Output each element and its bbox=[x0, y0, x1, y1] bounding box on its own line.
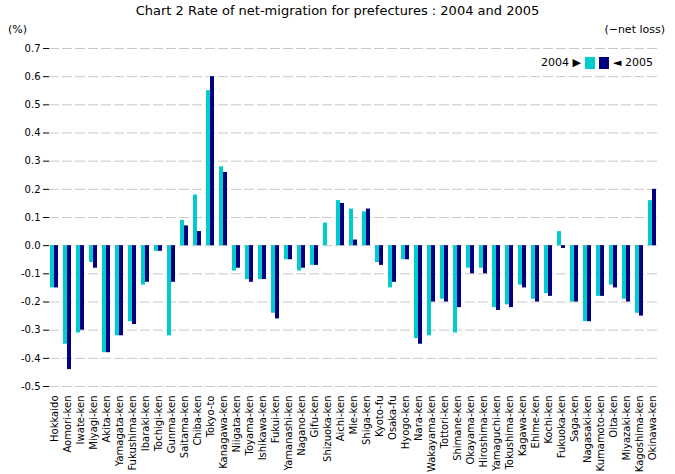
svg-text:Wakayama-ken: Wakayama-ken bbox=[426, 396, 437, 473]
svg-text:0.0: 0.0 bbox=[25, 240, 41, 251]
svg-text:Oita-ken: Oita-ken bbox=[608, 396, 619, 438]
svg-text:Tokushima-ken: Tokushima-ken bbox=[504, 396, 515, 471]
svg-text:Tochigi-ken: Tochigi-ken bbox=[153, 396, 164, 453]
svg-text:Iwate-ken: Iwate-ken bbox=[75, 396, 86, 445]
svg-text:Nagano-ken: Nagano-ken bbox=[296, 396, 307, 456]
svg-text:Kochi-ken: Kochi-ken bbox=[543, 396, 554, 444]
svg-text:Saitama-ken: Saitama-ken bbox=[179, 396, 190, 459]
svg-text:Akita-ken: Akita-ken bbox=[101, 396, 112, 443]
svg-text:Kanagawa-ken: Kanagawa-ken bbox=[218, 396, 229, 469]
svg-text:Chiba-ken: Chiba-ken bbox=[192, 396, 203, 446]
svg-text:Hokkaido: Hokkaido bbox=[49, 396, 60, 442]
html-text:(−net loss): (−net loss) bbox=[604, 23, 665, 36]
svg-text:Toyama-ken: Toyama-ken bbox=[244, 396, 255, 457]
svg-text:-0.3: -0.3 bbox=[21, 324, 41, 335]
svg-text:Kagoshima-ken: Kagoshima-ken bbox=[634, 396, 645, 473]
svg-text:Fukushima-ken: Fukushima-ken bbox=[127, 396, 138, 471]
svg-text:Shimane-ken: Shimane-ken bbox=[452, 396, 463, 461]
svg-text:Ibaraki-ken: Ibaraki-ken bbox=[140, 396, 151, 452]
svg-text:0.7: 0.7 bbox=[25, 43, 41, 54]
svg-text:-0.2: -0.2 bbox=[21, 296, 41, 307]
svg-text:Hyogo-ken: Hyogo-ken bbox=[400, 396, 411, 450]
svg-text:0.5: 0.5 bbox=[25, 99, 41, 110]
html-text:Chart 2 Rate of net-migration: Chart 2 Rate of net-migration for prefec… bbox=[135, 3, 540, 18]
html-text:◄ 2005: ◄ 2005 bbox=[613, 56, 653, 69]
svg-text:Aomori-ken: Aomori-ken bbox=[62, 396, 73, 453]
svg-text:-0.5: -0.5 bbox=[21, 381, 41, 392]
svg-text:Kumamoto-ken: Kumamoto-ken bbox=[595, 396, 606, 472]
svg-text:Kagawa-ken: Kagawa-ken bbox=[517, 396, 528, 457]
svg-text:Kyoto-fu: Kyoto-fu bbox=[374, 396, 385, 438]
svg-text:Yamagata-ken: Yamagata-ken bbox=[114, 396, 125, 468]
svg-text:0.6: 0.6 bbox=[25, 71, 41, 82]
svg-text:Mie-ken: Mie-ken bbox=[348, 396, 359, 435]
svg-text:0.1: 0.1 bbox=[25, 212, 41, 223]
svg-text:Hiroshima-ken: Hiroshima-ken bbox=[478, 396, 489, 468]
svg-text:Nara-ken: Nara-ken bbox=[413, 396, 424, 441]
svg-text:Fukuoka-ken: Fukuoka-ken bbox=[556, 396, 567, 459]
svg-text:Fukui-ken: Fukui-ken bbox=[270, 396, 281, 444]
svg-text:Ehime-ken: Ehime-ken bbox=[530, 396, 541, 449]
svg-text:Tokyo-to: Tokyo-to bbox=[205, 396, 216, 439]
svg-text:Okayama-ken: Okayama-ken bbox=[465, 396, 476, 465]
html-text:2004 ▶: 2004 ▶ bbox=[541, 56, 581, 69]
svg-text:Miyagi-ken: Miyagi-ken bbox=[88, 396, 99, 450]
svg-text:Aichi-ken: Aichi-ken bbox=[335, 396, 346, 442]
svg-text:Osaka-fu: Osaka-fu bbox=[387, 396, 398, 440]
svg-text:Saga-ken: Saga-ken bbox=[569, 396, 580, 442]
svg-text:Shizuoka-ken: Shizuoka-ken bbox=[322, 396, 333, 462]
svg-text:-0.1: -0.1 bbox=[21, 268, 41, 279]
svg-text:Yamanashi-ken: Yamanashi-ken bbox=[283, 396, 294, 472]
svg-text:Gifu-ken: Gifu-ken bbox=[309, 396, 320, 438]
svg-text:0.3: 0.3 bbox=[25, 155, 41, 166]
svg-text:Miyazaki-ken: Miyazaki-ken bbox=[621, 396, 632, 461]
svg-text:Ishikawa-ken: Ishikawa-ken bbox=[257, 396, 268, 461]
svg-text:Yamaguchi-ken: Yamaguchi-ken bbox=[491, 396, 502, 473]
svg-text:Niigata-ken: Niigata-ken bbox=[231, 396, 242, 453]
svg-text:Tottori-ken: Tottori-ken bbox=[439, 396, 450, 450]
svg-text:Gunma-ken: Gunma-ken bbox=[166, 396, 177, 454]
svg-text:-0.4: -0.4 bbox=[21, 353, 41, 364]
svg-text:0.4: 0.4 bbox=[25, 127, 41, 138]
svg-text:Shiga-ken: Shiga-ken bbox=[361, 396, 372, 445]
svg-text:Okinawa-ken: Okinawa-ken bbox=[647, 396, 658, 461]
svg-text:0.2: 0.2 bbox=[25, 184, 41, 195]
svg-text:Nagasaki-ken: Nagasaki-ken bbox=[582, 396, 593, 464]
